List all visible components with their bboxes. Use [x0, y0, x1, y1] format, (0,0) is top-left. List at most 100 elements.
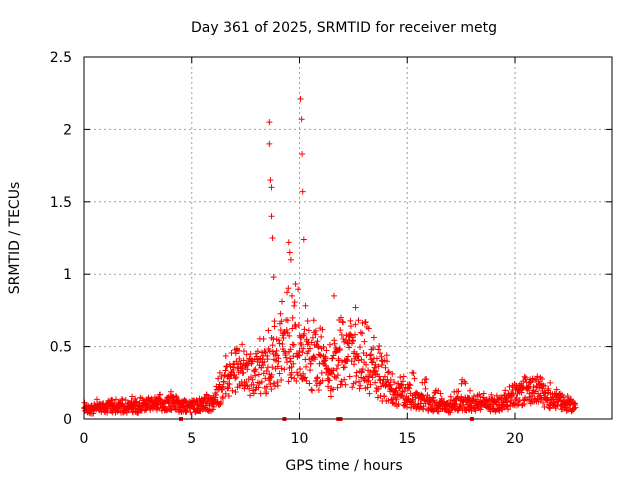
data-point: [340, 319, 347, 326]
data-point: [283, 354, 290, 361]
data-point: [286, 355, 293, 362]
data-point: [560, 394, 567, 401]
data-point: [362, 319, 369, 326]
data-point: [278, 365, 285, 372]
data-point: [453, 400, 460, 407]
data-point: [271, 323, 278, 330]
data-point: [551, 400, 558, 407]
data-point: [298, 116, 305, 123]
data-point: [375, 386, 382, 393]
data-point: [299, 349, 306, 356]
data-point: [210, 403, 217, 410]
data-point: [350, 338, 357, 345]
data-point: [294, 371, 301, 378]
data-point: [283, 326, 290, 333]
data-point: [388, 385, 395, 392]
data-point: [369, 374, 376, 381]
data-point: [145, 394, 152, 401]
data-point: [359, 330, 366, 337]
data-point: [343, 356, 350, 363]
data-point: [477, 393, 484, 400]
data-point: [173, 394, 180, 401]
data-point: [322, 355, 329, 362]
data-point: [367, 351, 374, 358]
data-point: [447, 409, 454, 416]
data-point: [236, 355, 243, 362]
data-point: [218, 373, 225, 380]
data-point: [293, 378, 300, 385]
data-point: [254, 348, 261, 355]
data-point: [319, 326, 326, 333]
data-point: [539, 375, 546, 382]
data-point: [297, 366, 304, 373]
data-point: [515, 401, 522, 408]
data-point: [378, 362, 385, 369]
data-point: [261, 348, 268, 355]
data-point: [240, 369, 247, 376]
data-point: [295, 322, 302, 329]
data-point: [330, 386, 337, 393]
data-point: [288, 292, 295, 299]
data-point: [285, 285, 292, 292]
x-tick-label: 20: [506, 431, 524, 447]
data-point: [547, 379, 554, 386]
data-point: [266, 140, 273, 147]
data-point: [297, 95, 304, 102]
data-point: [275, 355, 282, 362]
data-point: [293, 369, 300, 376]
data-point: [292, 281, 299, 288]
data-point: [352, 304, 359, 311]
data-point: [365, 325, 372, 332]
data-point: [322, 362, 329, 369]
data-point: [431, 390, 438, 397]
data-point: [480, 390, 487, 397]
data-point: [470, 393, 477, 400]
data-point: [128, 405, 135, 412]
data-point: [497, 394, 504, 401]
data-point: [247, 351, 254, 358]
data-point: [229, 387, 236, 394]
data-point: [335, 357, 342, 364]
data-point: [274, 382, 281, 389]
data-point: [408, 399, 415, 406]
data-point: [382, 364, 389, 371]
data-point: [232, 375, 239, 382]
y-tick-label: 0.5: [50, 340, 72, 356]
data-point: [233, 374, 240, 381]
data-point: [268, 213, 275, 220]
data-point: [326, 341, 333, 348]
data-point: [510, 400, 517, 407]
data-point: [236, 382, 243, 389]
data-point: [357, 344, 364, 351]
data-point: [252, 372, 259, 379]
data-point: [327, 393, 334, 400]
data-point: [572, 404, 579, 411]
x-axis-label: GPS time / hours: [285, 458, 402, 474]
data-point: [306, 345, 313, 352]
data-point: [492, 398, 499, 405]
data-point: [326, 377, 333, 384]
data-point: [381, 393, 388, 400]
data-point: [502, 387, 509, 394]
data-point: [263, 383, 270, 390]
data-point: [226, 375, 233, 382]
data-point: [364, 378, 371, 385]
data-point: [308, 386, 315, 393]
data-point: [307, 367, 314, 374]
data-point: [280, 335, 287, 342]
data-point: [258, 378, 265, 385]
data-point: [309, 334, 316, 341]
data-point: [249, 376, 256, 383]
data-point: [284, 317, 291, 324]
data-point: [122, 396, 129, 403]
data-point: [335, 362, 342, 369]
data-point: [247, 392, 254, 399]
data-point: [377, 350, 384, 357]
data-point: [255, 371, 262, 378]
data-point: [254, 358, 261, 365]
data-point: [422, 385, 429, 392]
data-point: [298, 341, 305, 348]
data-point: [255, 384, 262, 391]
data-point: [289, 325, 296, 332]
data-point: [342, 381, 349, 388]
